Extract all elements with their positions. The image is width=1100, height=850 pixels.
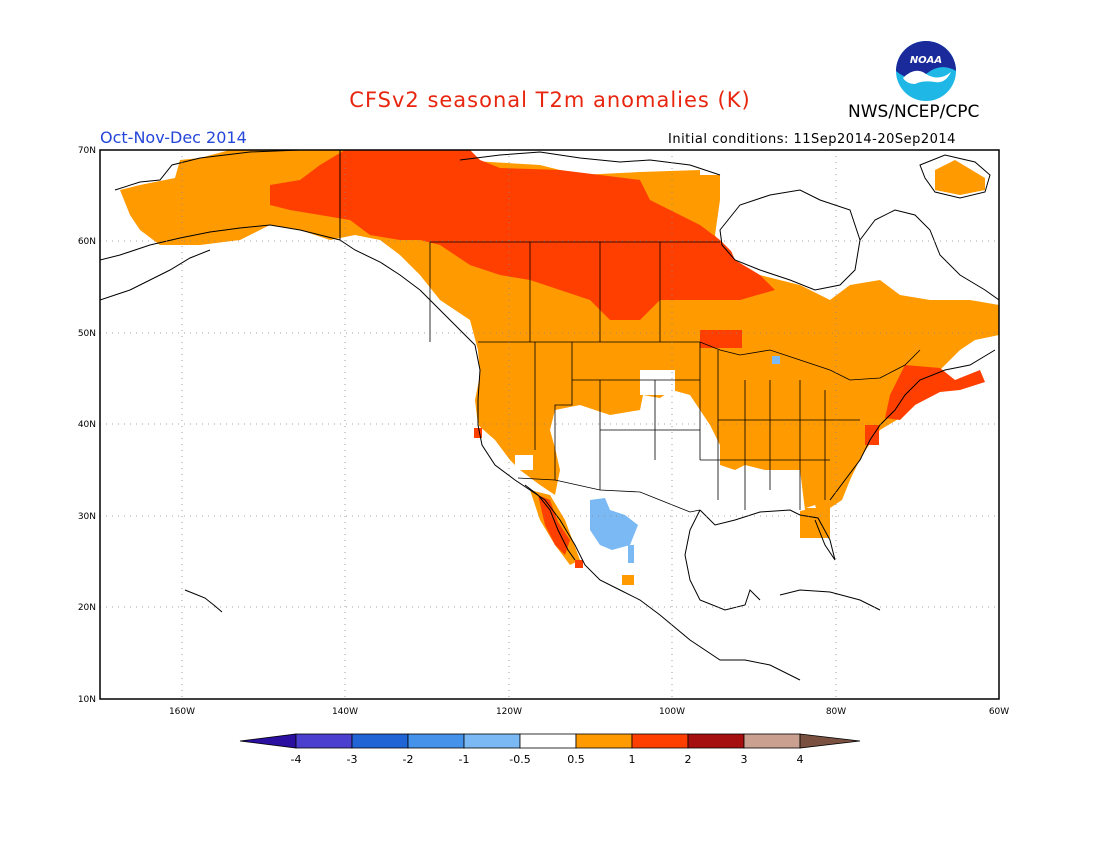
coastline-greenland — [919, 154, 991, 199]
anomaly-region-red-newengland — [885, 365, 985, 420]
border-us-canada — [478, 341, 921, 381]
coastline-gulf — [699, 509, 836, 561]
coastline-alaska-south — [100, 224, 341, 261]
lon-label: 60W — [989, 707, 1009, 717]
coastline-hudson-bay — [719, 189, 861, 291]
coastline-hawaii — [184, 589, 223, 613]
colorbar-swatch — [463, 733, 521, 749]
anomaly-region-orange-florida — [800, 508, 830, 538]
anomaly-region-red-california — [474, 428, 482, 438]
colorbar-label: 3 — [741, 753, 748, 766]
coastline-atlantic — [829, 349, 996, 501]
colorbar-swatch — [351, 733, 409, 749]
noaa-logo: NOAA — [896, 41, 956, 101]
coastlines — [100, 150, 999, 681]
colorbar-swatch — [575, 733, 633, 749]
colorbar-label: 1 — [629, 753, 636, 766]
anomaly-region-blue-lakes — [772, 356, 780, 364]
lon-label: 80W — [826, 707, 846, 717]
lon-label: 160W — [169, 707, 195, 717]
colorbar-label: -3 — [347, 753, 358, 766]
forecast-period: Oct-Nov-Dec 2014 — [100, 128, 247, 147]
anomaly-region-blue-mexico-small — [628, 545, 634, 563]
anomaly-region-white-southeast — [745, 470, 805, 515]
colorbar-arrow-high — [799, 733, 861, 749]
colorbar-label: -4 — [291, 753, 302, 766]
lon-label: 140W — [332, 707, 358, 717]
colorbar-swatch — [295, 733, 353, 749]
anomaly-region-white-hudson — [720, 180, 860, 295]
lat-label: 10N — [78, 695, 96, 705]
color-bar — [239, 733, 861, 749]
lat-label: 40N — [78, 420, 96, 430]
coastline-labrador — [859, 209, 999, 301]
colorbar-label: -1 — [459, 753, 470, 766]
lon-label: 120W — [496, 707, 522, 717]
colorbar-swatch — [687, 733, 745, 749]
anomaly-region-red-midatlantic — [865, 425, 879, 445]
map-frame — [99, 149, 1000, 700]
lat-label: 30N — [78, 512, 96, 522]
anomaly-region-white-southwest — [555, 412, 718, 510]
coastline-aleutians — [100, 249, 211, 301]
anomaly-region-red-canada — [270, 150, 775, 320]
latitude-labels: 70N 60N 50N 40N 30N 20N 10N — [78, 146, 96, 705]
colorbar-swatch — [407, 733, 465, 749]
noaa-logo-text: NOAA — [910, 55, 942, 66]
colorbar-swatch — [631, 733, 689, 749]
anomaly-region-white-arctic — [700, 150, 760, 175]
coastline-alaska — [114, 150, 421, 291]
borders — [339, 150, 921, 513]
lat-label: 60N — [78, 237, 96, 247]
colorbar-label: 2 — [685, 753, 692, 766]
coastline-cuba — [779, 589, 881, 611]
anomaly-region-blue-mexico — [590, 498, 638, 550]
anomaly-region-red-lakes — [700, 330, 742, 348]
anomaly-region-orange-mexico — [622, 575, 634, 585]
colorbar-label: -0.5 — [509, 753, 530, 766]
lat-label: 70N — [78, 146, 96, 156]
colorbar-label: -2 — [403, 753, 414, 766]
anomaly-fields — [120, 150, 999, 585]
longitude-labels: 160W 140W 120W 100W 80W 60W — [169, 707, 1009, 717]
initial-conditions-label: Initial conditions: 11Sep2014-20Sep2014 — [668, 132, 956, 147]
lat-label: 50N — [78, 329, 96, 339]
colorbar-label: 4 — [797, 753, 804, 766]
anomaly-region-red-baja — [538, 495, 570, 555]
coastline-arctic — [459, 151, 721, 176]
organization-label: NWS/NCEP/CPC — [848, 102, 980, 122]
coastline-gulf-mexico — [684, 509, 761, 611]
colorbar-swatch — [519, 733, 577, 749]
lon-label: 100W — [659, 707, 685, 717]
anomaly-region-white-nevada — [515, 455, 533, 470]
colorbar-arrow-low — [239, 733, 297, 749]
anomaly-region-red-mexico — [575, 560, 583, 568]
lat-label: 20N — [78, 603, 96, 613]
anomaly-region-white-dakotas — [640, 370, 675, 395]
colorbar-label: 0.5 — [567, 753, 585, 766]
border-states-west — [534, 342, 701, 490]
anomaly-region-orange-greenland — [935, 160, 985, 195]
colorbar-labels: -4 -3 -2 -1 -0.5 0.5 1 2 3 4 — [291, 753, 804, 766]
border-states-central — [700, 350, 860, 510]
page-title: CFSv2 seasonal T2m anomalies (K) — [349, 88, 751, 112]
border-canada-provinces — [339, 150, 720, 342]
anomaly-region-orange-north — [120, 150, 999, 525]
coastline-baja — [524, 484, 576, 561]
coastline-pacific — [419, 289, 801, 681]
colorbar-swatch — [743, 733, 801, 749]
